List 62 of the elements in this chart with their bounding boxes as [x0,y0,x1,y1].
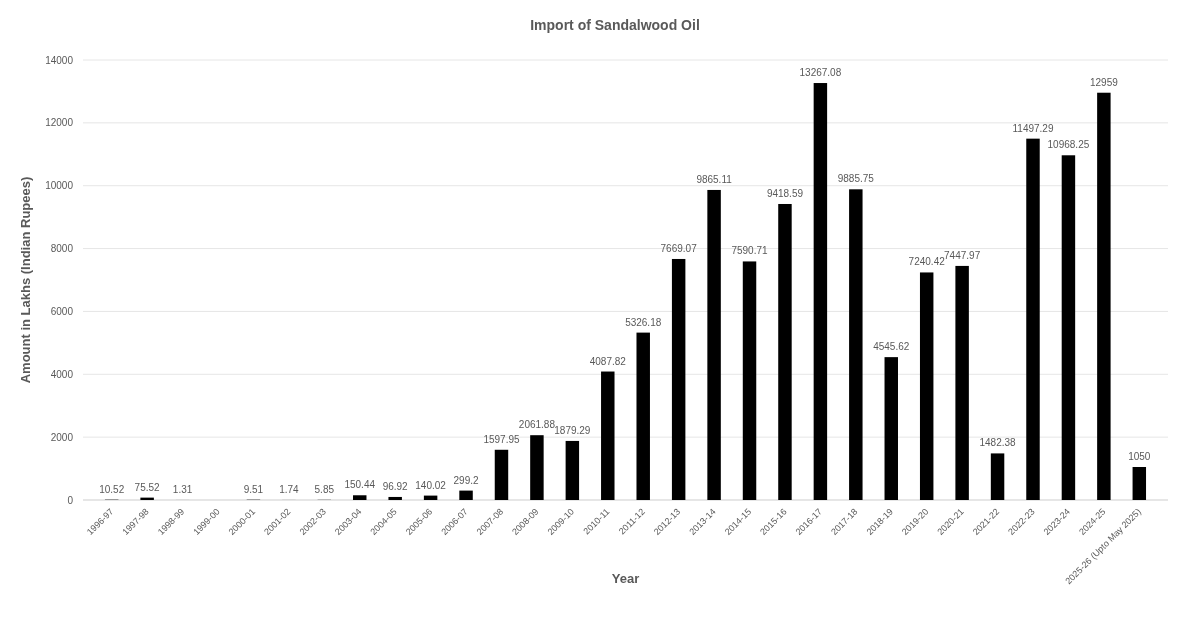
data-label: 1.74 [279,483,300,495]
data-label: 4545.62 [873,341,910,353]
data-label: 5326.18 [625,316,662,328]
data-label: 2061.88 [518,419,556,431]
data-label: 96.92 [382,480,409,492]
data-label: 1879.29 [554,424,591,436]
y-tick-label: 6000 [50,305,74,317]
bar [388,496,402,500]
chart-title: Import of Sandalwood Oil [530,17,700,33]
bar [601,371,615,500]
data-label: 75.52 [134,481,161,493]
data-label: 140.02 [415,479,447,491]
data-label: 1597.95 [483,433,520,445]
data-label: 9885.75 [837,173,875,185]
bar [671,258,686,500]
data-label: 9865.11 [696,173,733,185]
bar [1026,138,1040,500]
data-label: 5.85 [314,483,335,495]
y-tick-label: 4000 [50,368,74,380]
y-tick-label: 2000 [50,431,74,443]
data-label: 13267.08 [799,67,842,79]
data-label: 7447.97 [944,249,981,261]
y-axis-title: Amount in Lakhs (Indian Rupees) [18,176,33,384]
x-axis-title: Year [611,571,640,586]
bar [884,357,898,500]
data-label: 9418.59 [766,187,804,199]
bar [1132,467,1147,500]
bar [813,83,828,500]
bar [1061,155,1076,500]
bar [565,440,580,500]
bar [530,435,544,500]
bar [636,332,650,500]
data-label: 1.31 [172,483,193,495]
bar [990,453,1005,500]
bar [778,203,792,500]
y-tick-label: 10000 [45,180,74,192]
data-label: 7240.42 [908,256,946,268]
data-label: 4087.82 [589,355,627,367]
data-label: 150.44 [344,479,376,491]
bar [494,449,509,500]
data-label: 1050 [1128,451,1151,462]
data-label: 9.51 [243,483,264,495]
y-tick-label: 12000 [45,117,74,129]
bar [1097,92,1111,500]
bar [353,495,367,500]
bar [459,490,473,500]
bar [707,189,721,500]
data-label: 10968.25 [1047,139,1090,151]
data-label: 7669.07 [660,242,698,254]
y-tick-label: 8000 [50,243,74,255]
data-label: 7590.71 [731,245,769,257]
data-label: 10.52 [99,483,125,495]
y-tick-label: 0 [67,494,74,506]
data-label: 12959 [1089,76,1119,88]
data-label: 299.2 [453,474,479,486]
bar [919,272,934,500]
data-label: 11497.29 [1012,122,1054,134]
data-label: 1482.38 [979,437,1017,449]
y-tick-label: 14000 [45,54,74,66]
bar [955,265,969,500]
bar [849,189,863,500]
bar [742,261,757,500]
